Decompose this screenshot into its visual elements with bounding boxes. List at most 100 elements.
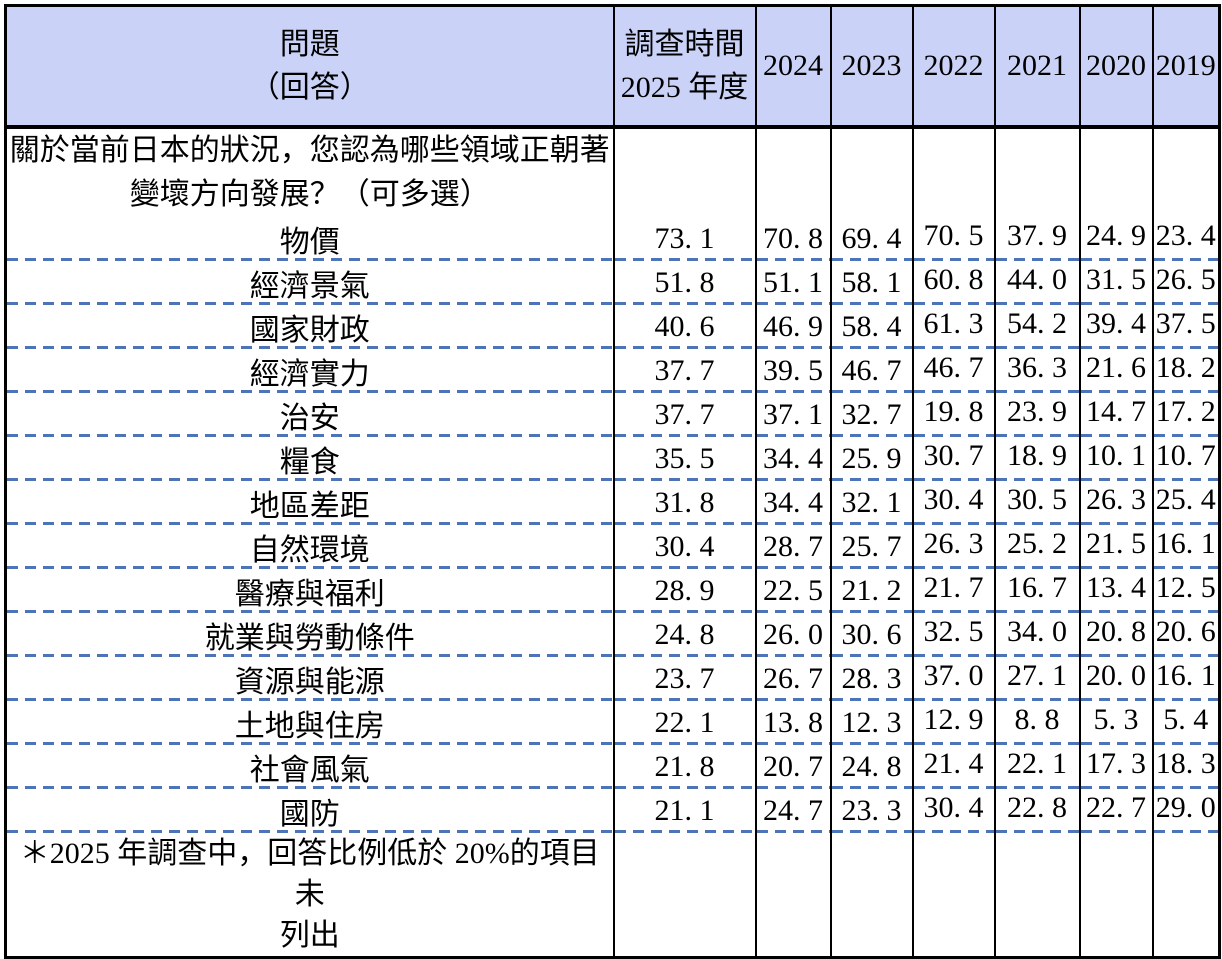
value-cell-2023: 24. 8 [829,744,914,789]
value-cell-2021: 23. 9 [993,392,1081,437]
table-row: 就業與勞動條件 24. 8 26. 0 30. 6 32. 5 34. 0 20. 8 20.… [4,612,1221,657]
value-cell-2023: 69. 4 [829,216,914,261]
value-cell-2019: 20. 6 [1151,612,1221,657]
row-label: 土地與住房 [4,700,615,745]
value-cell-2020: 17. 3 [1078,744,1154,789]
row-label: 自然環境 [4,524,615,569]
value-cell-2019: 5. 4 [1151,700,1221,745]
value-cell-2020: 21. 6 [1078,348,1154,393]
value-cell-2022: 60. 8 [911,260,996,305]
value-cell-2024: 34. 4 [754,436,832,481]
value-cell-2020: 20. 0 [1078,656,1154,701]
row-label: 國家財政 [4,304,615,349]
value-cell-2022: 32. 5 [911,612,996,657]
row-label: 物價 [4,216,615,261]
col-header-survey-line1: 調查時間 [624,27,745,61]
footnote-line2: 列出 [279,918,340,952]
row-label: 地區差距 [4,480,615,525]
value-cell-2023: 25. 9 [829,436,914,481]
value-cell-2022: 26. 3 [911,524,996,569]
value-cell-2025: 31. 8 [612,480,757,525]
value-cell-2019: 25. 4 [1151,480,1221,525]
question-row: 關於當前日本的狀況，您認為哪些領域正朝著 變壞方向發展？（可多選） [4,126,1221,217]
row-label: 醫療與福利 [4,568,615,613]
value-cell-2025: 37. 7 [612,348,757,393]
table-row: 治安 37. 7 37. 1 32. 7 19. 8 23. 9 14. 7 17. 2 [4,392,1221,437]
empty-cell [612,832,757,957]
value-cell-2023: 25. 7 [829,524,914,569]
value-cell-2024: 34. 4 [754,480,832,525]
value-cell-2023: 58. 1 [829,260,914,305]
value-cell-2025: 40. 6 [612,304,757,349]
row-label: 經濟實力 [4,348,615,393]
table-row: 國家財政 40. 6 46. 9 58. 4 61. 3 54. 2 39. 4 37. 5 [4,304,1221,349]
value-cell-2025: 30. 4 [612,524,757,569]
value-cell-2024: 39. 5 [754,348,832,393]
value-cell-2022: 70. 5 [911,216,996,261]
value-cell-2024: 51. 1 [754,260,832,305]
col-header-year-2021: 2021 [993,5,1081,129]
value-cell-2019: 16. 1 [1151,524,1221,569]
value-cell-2025: 73. 1 [612,216,757,261]
value-cell-2021: 22. 1 [993,744,1081,789]
value-cell-2019: 29. 0 [1151,788,1221,833]
value-cell-2021: 54. 2 [993,304,1081,349]
row-label: 經濟景氣 [4,260,615,305]
table-row: 經濟景氣 51. 8 51. 1 58. 1 60. 8 44. 0 31. 5 26. 5 [4,260,1221,305]
col-header-year-2022: 2022 [911,5,996,129]
value-cell-2023: 21. 2 [829,568,914,613]
value-cell-2023: 58. 4 [829,304,914,349]
col-header-year-2020: 2020 [1078,5,1154,129]
col-header-survey-line2: 2025 年度 [620,70,749,104]
value-cell-2022: 21. 7 [911,568,996,613]
value-cell-2024: 37. 1 [754,392,832,437]
col-header-question: 問題 （回答） [4,5,615,129]
col-header-question-line1: 問題 [279,27,340,61]
value-cell-2025: 23. 7 [612,656,757,701]
empty-cell [1078,832,1154,957]
value-cell-2019: 17. 2 [1151,392,1221,437]
empty-cell [754,832,832,957]
table-row: 土地與住房 22. 1 13. 8 12. 3 12. 9 8. 8 5. 3 5. 4 [4,700,1221,745]
value-cell-2024: 70. 8 [754,216,832,261]
value-cell-2021: 22. 8 [993,788,1081,833]
value-cell-2021: 16. 7 [993,568,1081,613]
value-cell-2025: 35. 5 [612,436,757,481]
value-cell-2023: 32. 7 [829,392,914,437]
empty-cell [829,832,914,957]
value-cell-2020: 31. 5 [1078,260,1154,305]
value-cell-2022: 30. 4 [911,480,996,525]
empty-cell [1151,126,1221,217]
value-cell-2024: 20. 7 [754,744,832,789]
empty-cell [911,126,996,217]
table-row: 國防 21. 1 24. 7 23. 3 30. 4 22. 8 22. 7 29. 0 [4,788,1221,833]
value-cell-2022: 46. 7 [911,348,996,393]
value-cell-2022: 37. 0 [911,656,996,701]
value-cell-2024: 46. 9 [754,304,832,349]
table-row: 經濟實力 37. 7 39. 5 46. 7 46. 7 36. 3 21. 6 18. 2 [4,348,1221,393]
value-cell-2021: 30. 5 [993,480,1081,525]
value-cell-2020: 13. 4 [1078,568,1154,613]
value-cell-2021: 25. 2 [993,524,1081,569]
value-cell-2022: 12. 9 [911,700,996,745]
empty-cell [993,126,1081,217]
question-text-line2: 變壞方向發展？（可多選） [129,177,490,211]
empty-cell [1078,126,1154,217]
value-cell-2020: 14. 7 [1078,392,1154,437]
row-label: 國防 [4,788,615,833]
col-header-question-line2: （回答） [249,70,370,104]
survey-results-table: 問題 （回答） 調查時間 2025 年度 2024 2023 2022 2021… [4,4,1221,959]
table-row: 糧食 35. 5 34. 4 25. 9 30. 7 18. 9 10. 1 10. 7 [4,436,1221,481]
value-cell-2024: 24. 7 [754,788,832,833]
survey-table-sheet: 問題 （回答） 調查時間 2025 年度 2024 2023 2022 2021… [4,4,1221,959]
value-cell-2019: 26. 5 [1151,260,1221,305]
value-cell-2021: 37. 9 [993,216,1081,261]
value-cell-2020: 22. 7 [1078,788,1154,833]
table-row: 資源與能源 23. 7 26. 7 28. 3 37. 0 27. 1 20. 0 16. 1 [4,656,1221,701]
value-cell-2025: 28. 9 [612,568,757,613]
value-cell-2019: 37. 5 [1151,304,1221,349]
col-header-year-2019: 2019 [1151,5,1221,129]
table-row: 自然環境 30. 4 28. 7 25. 7 26. 3 25. 2 21. 5 16. 1 [4,524,1221,569]
value-cell-2020: 10. 1 [1078,436,1154,481]
question-text: 關於當前日本的狀況，您認為哪些領域正朝著 變壞方向發展？（可多選） [4,126,615,217]
